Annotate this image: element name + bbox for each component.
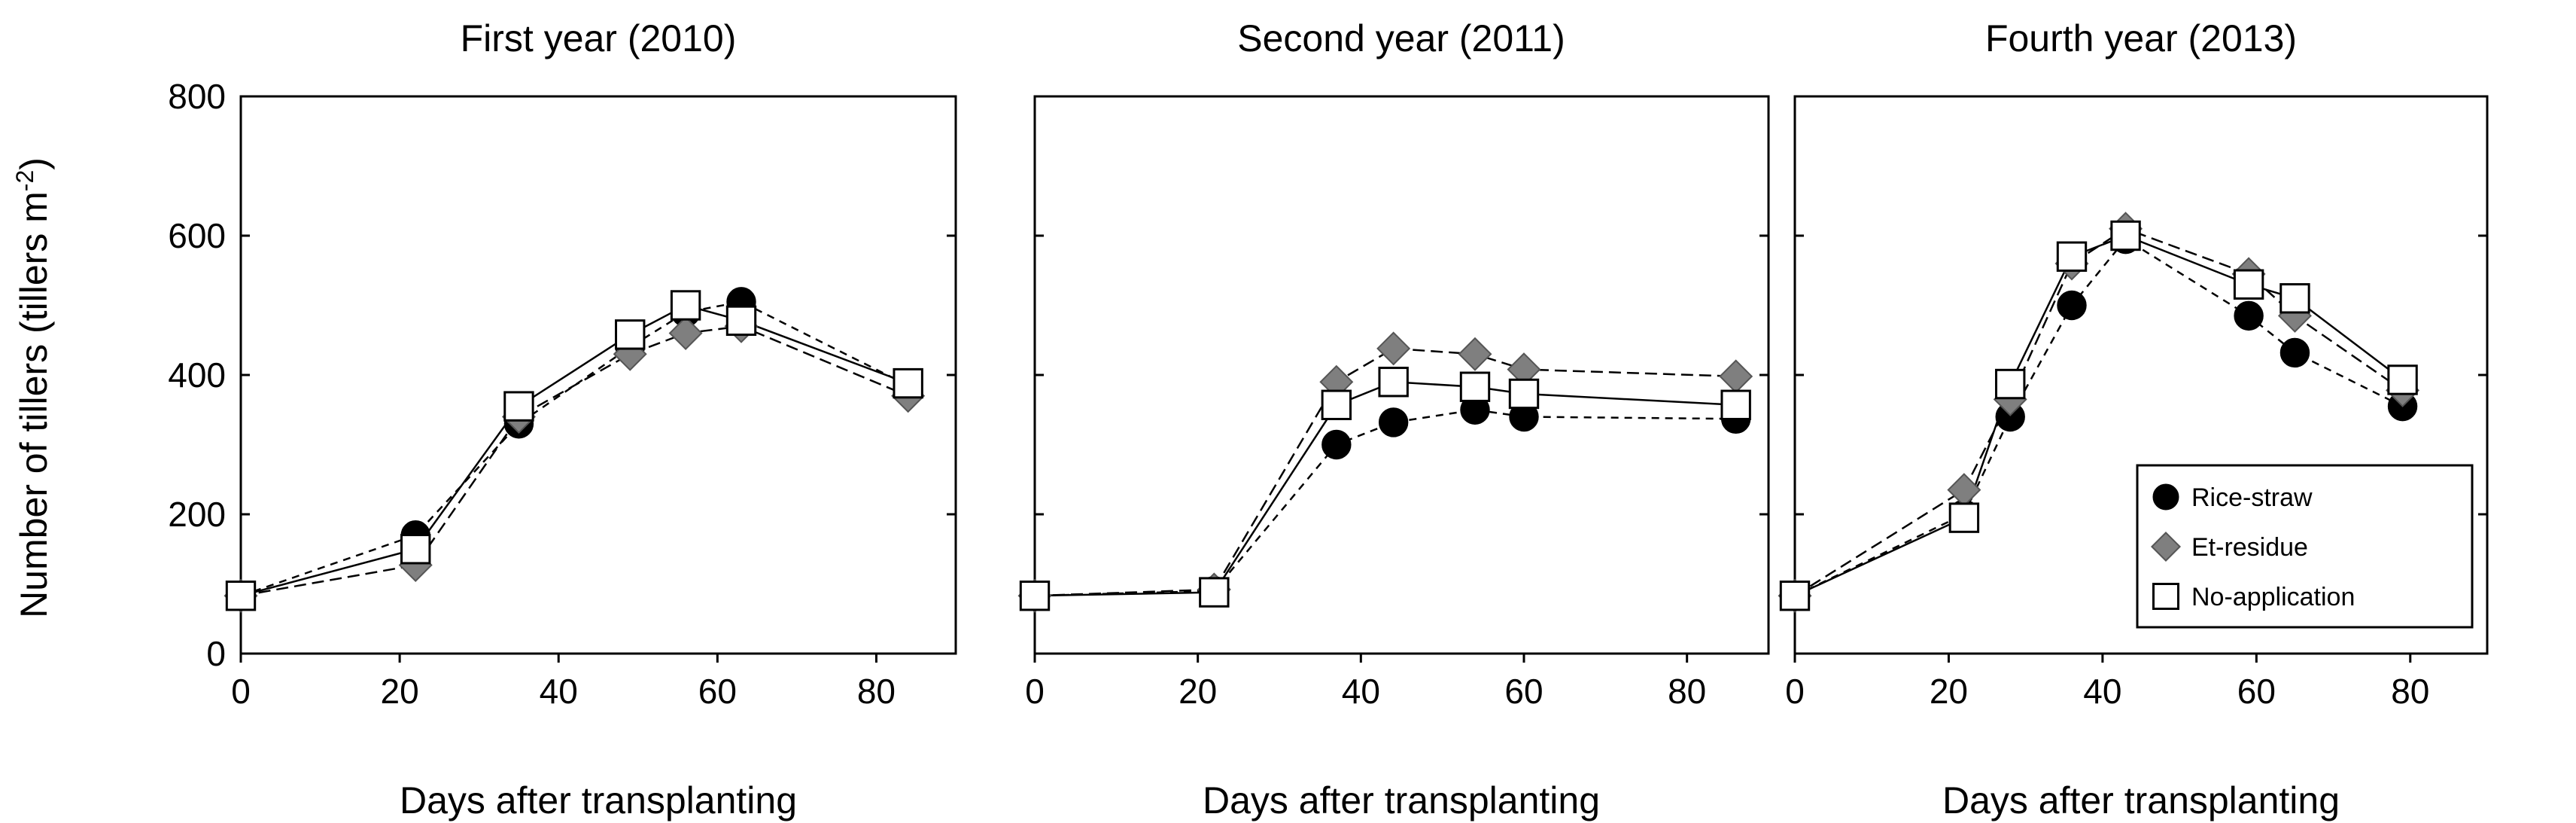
data-point-et-residue [1376,331,1411,366]
panel-title: First year (2010) [461,17,737,59]
legend-box [2136,464,2474,629]
x-axis-label: Days after transplanting [1942,779,2340,821]
data-point-rice-straw [1321,429,1352,460]
data-point-no-application [2387,364,2418,395]
x-tick-label: 60 [1504,672,1543,711]
legend: Rice-straw Et-residue No-application [2136,464,2474,629]
x-tick-label: 60 [2237,672,2276,711]
legend-label-no-application: No-application [2191,583,2355,611]
data-point-et-residue [1458,337,1492,371]
x-tick-label: 80 [1668,672,1706,711]
x-tick-label: 40 [2083,672,2121,711]
panel-first-year: First year (2010) Days after transplanti… [168,17,957,821]
y-axis-label-exponent: -2 [11,170,38,191]
panel-fourth-year: Fourth year (2013) Days after transplant… [1778,17,2489,821]
y-tick-label: 0 [206,634,226,673]
data-point-no-application [1459,371,1491,402]
y-tick-label: 600 [168,216,226,255]
data-point-no-application [1995,368,2026,400]
data-point-no-application [1199,577,1230,608]
x-axis-label: Days after transplanting [400,779,797,821]
data-point-no-application [225,581,257,611]
data-point-no-application [2056,241,2088,272]
legend-marker-et-residue [2150,531,2182,562]
data-point-no-application [2233,269,2264,300]
x-tick-label: 80 [857,672,896,711]
data-point-et-residue [1947,473,1981,508]
legend-label-rice-straw: Rice-straw [2191,483,2313,512]
data-point-no-application [725,305,757,337]
data-point-no-application [2110,220,2141,251]
x-tick-label: 0 [1025,672,1045,711]
y-axis-label-main: Number of tillers (tillers m [13,191,55,618]
data-point-rice-straw [2234,300,2264,331]
plot-frame [239,95,957,655]
x-tick-label: 40 [1342,672,1380,711]
y-tick-label: 800 [168,77,226,116]
x-tick-label: 40 [540,672,578,711]
series-line-no-application [240,304,909,597]
series-line-et-residue [240,325,909,597]
data-point-no-application [2279,283,2310,314]
panel-title: Fourth year (2013) [1985,17,2297,59]
data-point-no-application [503,391,534,422]
panel-title: Second year (2011) [1237,17,1565,59]
legend-marker-no-application [2152,583,2179,610]
data-point-no-application [893,367,923,399]
data-point-et-residue [668,316,703,350]
x-tick-label: 0 [1785,672,1805,711]
x-tick-label: 60 [698,672,737,711]
x-tick-label: 20 [1179,672,1217,711]
y-tick-label: 400 [168,355,226,395]
data-point-no-application [670,290,701,321]
series-line-rice-straw [1034,408,1736,597]
data-point-no-application [400,534,431,565]
data-point-et-residue [1719,359,1753,394]
y-tick-label: 200 [168,495,226,534]
data-point-rice-straw [1378,407,1409,437]
data-point-no-application [615,319,646,350]
y-axis-label-close: ) [13,157,55,170]
panel-second-year: Second year (2011) Days after transplant… [1017,17,1770,821]
x-tick-label: 20 [381,672,419,711]
data-point-no-application [1508,378,1540,410]
data-point-no-application [1948,502,1980,533]
data-point-rice-straw [2279,337,2310,368]
legend-label-et-residue: Et-residue [2191,533,2308,562]
legend-marker-rice-straw [2152,483,2179,511]
y-axis-label: Number of tillers (tillers m-2) [11,157,55,618]
data-point-no-application [1779,581,1811,611]
x-axis-label: Days after transplanting [1203,779,1600,821]
x-tick-label: 0 [231,672,251,711]
data-point-no-application [1019,581,1051,611]
data-point-rice-straw [2057,290,2087,321]
x-tick-label: 80 [2391,672,2429,711]
data-point-no-application [1378,367,1409,398]
data-point-no-application [1720,389,1751,420]
x-tick-label: 20 [1930,672,1968,711]
data-point-no-application [1321,389,1352,420]
